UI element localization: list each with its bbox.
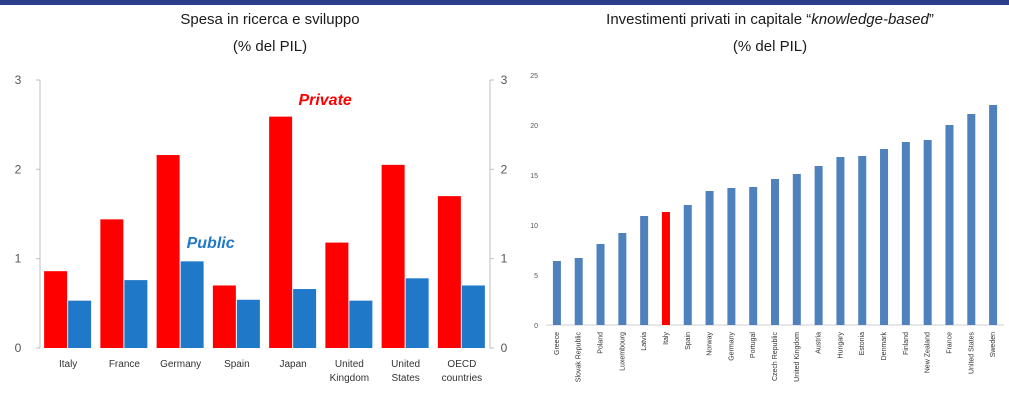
bar-private bbox=[381, 164, 405, 348]
x-category-label: Germany bbox=[728, 332, 735, 361]
bar bbox=[814, 166, 823, 325]
right-chart-title: Investimenti privati in capitale “knowle… bbox=[540, 6, 1000, 60]
x-category-label: Italy bbox=[59, 359, 77, 370]
bar bbox=[640, 216, 649, 325]
right-title-prefix: Investimenti privati in capitale “ bbox=[606, 11, 812, 28]
bar bbox=[705, 191, 714, 325]
left-chart-title-line1: Spesa in ricerca e sviluppo bbox=[180, 11, 360, 28]
bar-private bbox=[269, 116, 293, 348]
right-tick-label: 0 bbox=[501, 341, 508, 355]
x-category-label: Slovak Republic bbox=[576, 332, 583, 383]
x-category-label: New Zealand bbox=[925, 332, 932, 373]
x-category-label: Sweden bbox=[990, 332, 997, 357]
x-category-label: Germany bbox=[160, 359, 201, 370]
x-category-label: Spain bbox=[224, 359, 250, 370]
x-category-label: Finland bbox=[903, 332, 910, 355]
bar bbox=[574, 258, 583, 325]
x-category-label: Estonia bbox=[859, 332, 866, 355]
bar-public bbox=[124, 280, 148, 348]
right-tick-label: 2 bbox=[501, 162, 508, 176]
x-category-label: France bbox=[946, 332, 953, 354]
x-category-label: United States bbox=[968, 332, 975, 375]
x-category-label: France bbox=[109, 359, 141, 370]
x-category-label: Greece bbox=[554, 332, 561, 355]
header-bar bbox=[0, 0, 1009, 5]
y-tick-label: 3 bbox=[15, 73, 22, 87]
x-category-label: Kingdom bbox=[330, 373, 369, 384]
bar-public bbox=[180, 261, 204, 348]
right-chart-title-line2: (% del PIL) bbox=[732, 38, 808, 55]
bar-private bbox=[212, 285, 236, 348]
bar-private bbox=[437, 196, 461, 348]
bar bbox=[771, 179, 779, 325]
x-category-label: United Kingdom bbox=[794, 332, 801, 382]
left-chart-title-line2: (% del PIL) bbox=[232, 38, 308, 55]
bar bbox=[967, 114, 976, 325]
bar bbox=[792, 174, 801, 325]
series-label-private: Private bbox=[298, 92, 351, 109]
y-tick-label: 0 bbox=[15, 341, 22, 355]
right-title-italic: knowledge-based bbox=[811, 11, 929, 28]
bar-private bbox=[156, 155, 180, 348]
y-tick-label: 20 bbox=[530, 123, 538, 130]
bar-public bbox=[293, 289, 317, 348]
x-category-label: Austria bbox=[816, 332, 823, 354]
bar bbox=[880, 149, 889, 325]
x-category-label: Latvia bbox=[641, 332, 648, 351]
bar-public bbox=[68, 300, 92, 348]
bar-public bbox=[405, 278, 429, 348]
bar-public bbox=[236, 299, 260, 348]
bar bbox=[989, 105, 998, 325]
bar bbox=[727, 188, 736, 325]
bar bbox=[596, 244, 605, 325]
bar bbox=[858, 156, 867, 325]
bar bbox=[923, 140, 932, 325]
right-chart-title-line1: Investimenti privati in capitale “knowle… bbox=[540, 6, 1000, 33]
bar-public bbox=[461, 285, 485, 348]
y-tick-label: 25 bbox=[530, 73, 538, 80]
bar-private bbox=[100, 219, 124, 348]
x-category-label: United bbox=[335, 359, 364, 370]
x-category-label: Portugal bbox=[750, 332, 757, 359]
x-category-label: Denmark bbox=[881, 332, 888, 361]
x-category-label: Italy bbox=[663, 332, 670, 345]
x-category-label: Czech Republic bbox=[772, 332, 779, 382]
y-tick-label: 0 bbox=[534, 323, 538, 330]
y-tick-label: 15 bbox=[530, 173, 538, 180]
x-category-label: countries bbox=[442, 373, 483, 384]
bar-highlight bbox=[661, 212, 670, 325]
right-tick-label: 3 bbox=[501, 73, 508, 87]
left-chart-title: Spesa in ricerca e sviluppo (% del PIL) bbox=[80, 6, 460, 60]
bar bbox=[618, 233, 627, 325]
bar bbox=[901, 142, 910, 325]
x-category-label: Poland bbox=[598, 332, 605, 354]
bar-private bbox=[325, 242, 349, 348]
bar bbox=[945, 125, 954, 325]
y-tick-label: 5 bbox=[534, 273, 538, 280]
x-category-label: Hungary bbox=[837, 332, 844, 359]
x-category-label: United bbox=[391, 359, 420, 370]
bar bbox=[683, 205, 692, 325]
bar-private bbox=[44, 271, 68, 348]
x-category-label: Spain bbox=[685, 332, 692, 350]
right-tick-label: 1 bbox=[501, 252, 508, 266]
bar-public bbox=[349, 300, 373, 348]
x-category-label: Japan bbox=[280, 359, 307, 370]
x-category-label: OECD bbox=[447, 359, 476, 370]
y-tick-label: 10 bbox=[530, 223, 538, 230]
x-category-label: States bbox=[391, 373, 419, 384]
bar bbox=[836, 157, 845, 325]
y-tick-label: 1 bbox=[15, 252, 22, 266]
y-tick-label: 2 bbox=[15, 162, 22, 176]
bar bbox=[552, 261, 561, 325]
x-category-label: Luxembourg bbox=[619, 332, 626, 371]
x-category-label: Norway bbox=[707, 332, 714, 356]
series-label-public: Public bbox=[187, 235, 235, 252]
right-title-suffix: ” bbox=[928, 11, 934, 28]
bar bbox=[749, 187, 758, 325]
